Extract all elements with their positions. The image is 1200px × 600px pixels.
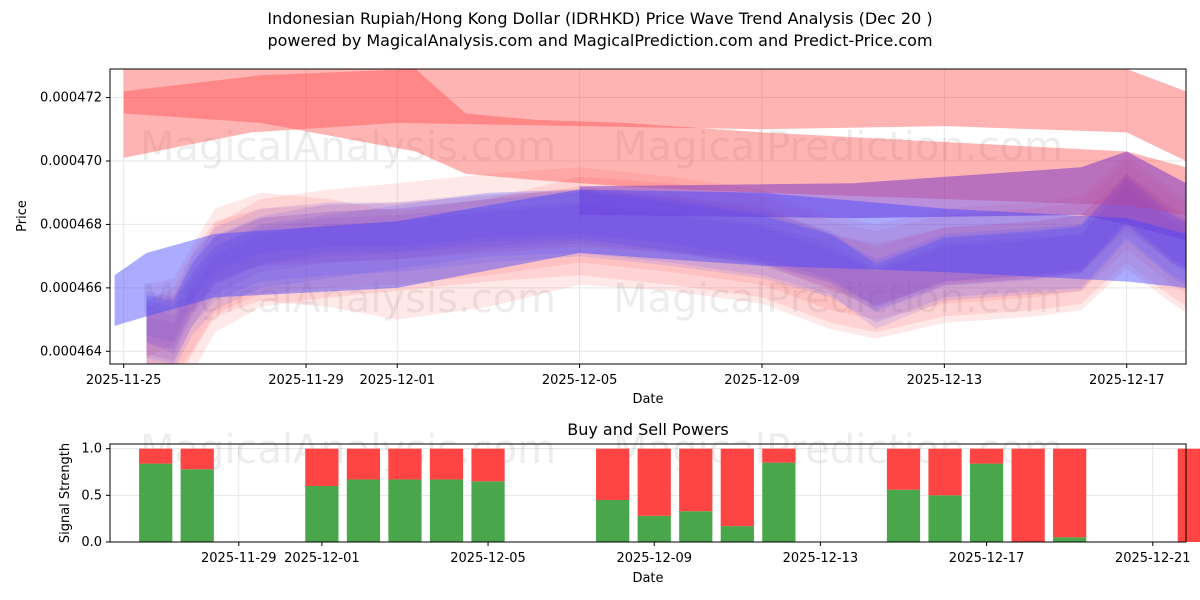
buy-bar	[596, 500, 630, 542]
sell-bar	[180, 448, 214, 470]
sell-bar	[637, 448, 671, 516]
sell-bar	[762, 448, 796, 463]
sub-y-axis-label: Signal Strength	[58, 443, 73, 543]
red-upper-band	[123, 69, 1186, 161]
main-x-tick-label: 2025-12-17	[1089, 373, 1165, 388]
red-wave-band	[146, 173, 1186, 364]
red-diagonal-band	[123, 69, 1186, 215]
main-y-axis-label: Price	[15, 200, 30, 232]
blue-wave-band	[146, 176, 1186, 364]
main-x-tick-label: 2025-11-29	[268, 373, 344, 388]
sub-x-tick-label: 2025-12-05	[450, 551, 526, 566]
purple-wave-band	[146, 183, 1186, 355]
sell-bar	[720, 448, 754, 527]
main-y-tick-label: 0.000466	[40, 281, 102, 296]
red-wave-band	[146, 161, 1186, 364]
buy-sell-bars	[139, 448, 1200, 542]
main-gridlines	[110, 69, 1186, 364]
sell-bar	[969, 448, 1004, 464]
buy-bar	[762, 462, 796, 542]
buy-bar	[139, 463, 173, 542]
blue-trend-band	[114, 189, 1186, 326]
sell-bar	[1053, 448, 1087, 538]
sub-y-tick-label: 1.0	[81, 442, 102, 457]
buy-bar	[720, 526, 754, 542]
sell-bar	[1177, 448, 1200, 542]
blue-wave-band	[146, 178, 1186, 350]
sell-bar	[429, 448, 464, 480]
sub-axes-frame	[109, 443, 1187, 543]
sub-y-ticks: 0.0 0.5 1.0	[81, 442, 110, 550]
sell-bar	[139, 448, 173, 464]
main-axes-frame	[109, 68, 1187, 365]
main-y-tick-label: 0.000472	[40, 91, 102, 106]
buy-bar	[180, 469, 214, 542]
blue-wave-band	[146, 173, 1186, 364]
main-x-tick-label: 2025-12-01	[359, 373, 435, 388]
sub-x-ticks: 2025-11-29 2025-12-01 2025-12-05 2025-12-09…	[201, 542, 1191, 566]
main-x-ticks: 2025-11-25 2025-11-29 2025-12-01 2025-12-05…	[86, 364, 1165, 388]
main-y-tick-label: 0.000470	[40, 154, 102, 169]
buy-sell-chart: Buy and Sell Powers MagicalAnalysis.com …	[58, 420, 1200, 586]
buy-bar	[886, 489, 921, 542]
sub-x-tick-label: 2025-12-13	[783, 551, 859, 566]
red-wave-band	[146, 173, 1186, 358]
sell-bar	[679, 448, 713, 512]
buy-bar	[388, 479, 422, 542]
sell-bar	[886, 448, 921, 490]
sell-bar	[388, 448, 422, 480]
watermark-right: MagicalPrediction.com	[613, 124, 1063, 170]
main-y-tick-label: 0.000464	[40, 344, 102, 359]
main-y-ticks: 0.000464 0.000466 0.000468 0.000470 0.000472	[40, 91, 110, 359]
sub-x-tick-label: 2025-12-01	[284, 551, 360, 566]
sell-bar	[305, 448, 339, 486]
sub-y-tick-label: 0.5	[81, 488, 102, 503]
sub-y-tick-label: 0.0	[81, 535, 102, 550]
sell-bar	[346, 448, 381, 480]
main-x-tick-label: 2025-12-13	[907, 373, 983, 388]
main-price-chart: MagicalAnalysis.com MagicalPrediction.co…	[15, 68, 1187, 407]
purple-wave-band	[146, 186, 1186, 361]
main-x-tick-label: 2025-11-25	[86, 373, 162, 388]
watermark-right: MagicalPrediction.com	[613, 276, 1063, 322]
main-x-tick-label: 2025-12-09	[724, 373, 800, 388]
blue-wave-band	[146, 176, 1186, 342]
buy-bar	[346, 479, 381, 542]
sell-bar	[471, 448, 505, 482]
main-y-tick-label: 0.000468	[40, 217, 102, 232]
purple-trend-band	[579, 151, 1186, 241]
sub-x-axis-label: Date	[632, 571, 663, 586]
watermark-left: MagicalAnalysis.com	[140, 276, 556, 322]
buy-bar	[969, 463, 1004, 542]
buy-bar	[471, 481, 505, 542]
buy-bar	[637, 515, 671, 542]
sell-bar	[1011, 448, 1045, 542]
watermark-left: MagicalAnalysis.com	[140, 124, 556, 170]
buy-sell-title: Buy and Sell Powers	[567, 420, 729, 439]
sub-x-tick-label: 2025-12-09	[616, 551, 692, 566]
sub-x-tick-label: 2025-12-17	[949, 551, 1025, 566]
red-wave-band	[146, 154, 1186, 364]
sell-bar	[596, 448, 630, 500]
chart-title: Indonesian Rupiah/Hong Kong Dollar (IDRH…	[267, 9, 933, 28]
chart-subtitle: powered by MagicalAnalysis.com and Magic…	[267, 31, 933, 50]
sell-bar	[928, 448, 962, 496]
buy-bar	[305, 486, 339, 542]
sub-x-tick-label: 2025-11-29	[201, 551, 277, 566]
buy-bar	[928, 495, 962, 542]
main-x-axis-label: Date	[632, 392, 663, 407]
buy-bar	[1053, 537, 1087, 542]
sub-x-tick-label: 2025-12-21	[1115, 551, 1191, 566]
buy-bar	[429, 479, 464, 542]
price-series	[114, 69, 1186, 364]
buy-bar	[679, 511, 713, 542]
main-x-tick-label: 2025-12-05	[542, 373, 618, 388]
